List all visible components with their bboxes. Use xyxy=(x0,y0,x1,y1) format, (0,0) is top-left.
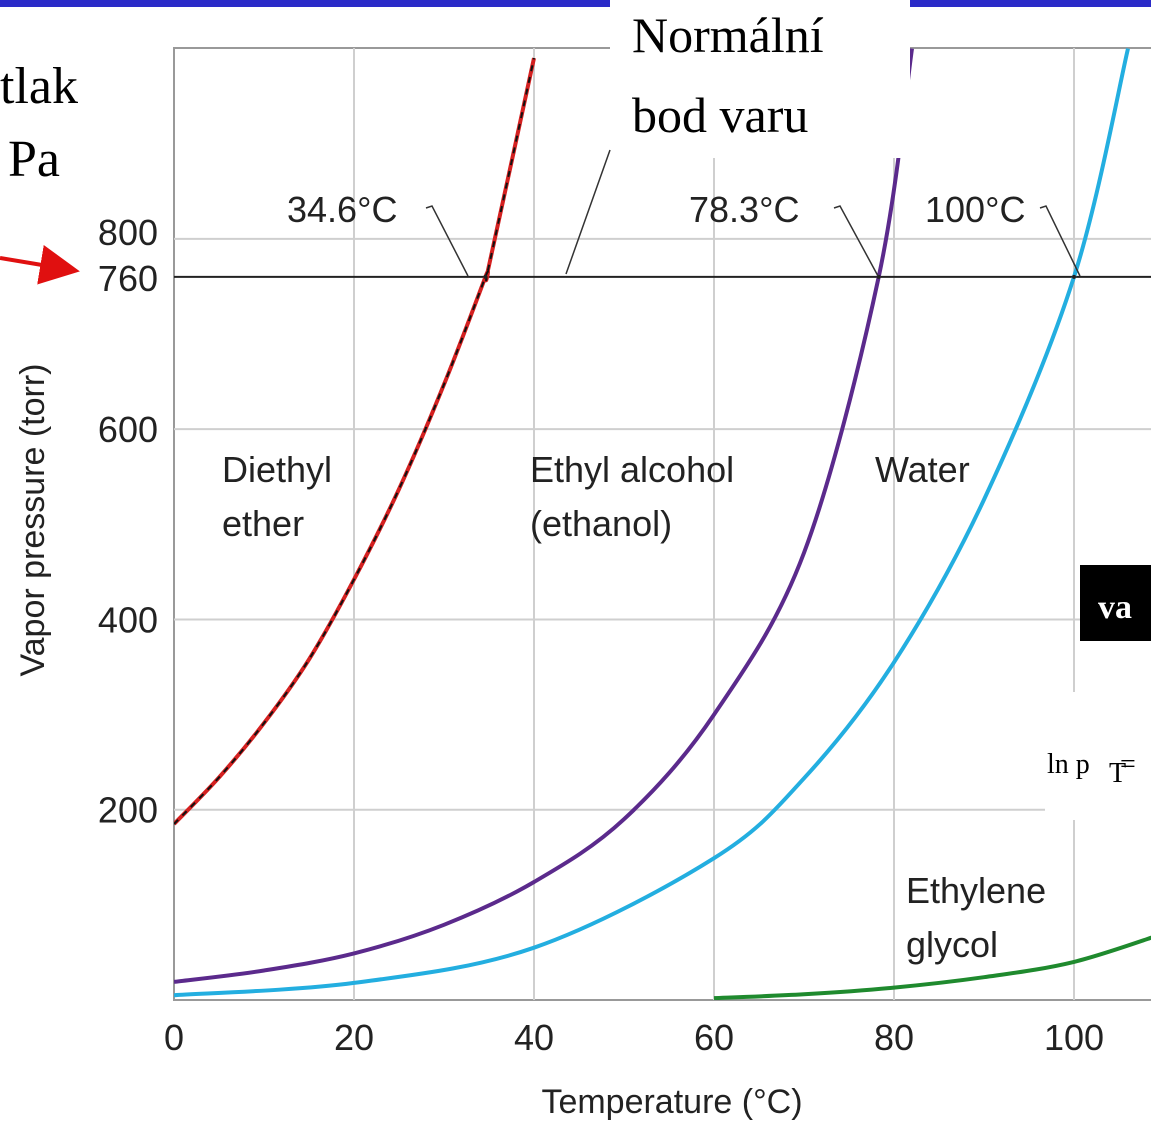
svg-text:Normální: Normální xyxy=(632,7,824,63)
series-layer xyxy=(174,48,1151,1000)
normal-boiling-point-box: Normální bod varu xyxy=(565,0,910,275)
boiling-point-callout-water: 100°C xyxy=(925,189,1081,277)
equation-panel: ln p T = xyxy=(1045,692,1151,820)
svg-text:34.6°C: 34.6°C xyxy=(287,189,397,230)
svg-text:78.3°C: 78.3°C xyxy=(689,189,799,230)
series-label-ethylene-glycol: Ethylene glycol xyxy=(906,870,1046,965)
x-axis-title: Temperature (°C) xyxy=(541,1083,802,1121)
svg-text:ether: ether xyxy=(222,503,304,544)
y-tick-label-200: 200 xyxy=(98,790,158,831)
y-tick-labels: 200 400 600 760 800 xyxy=(98,212,158,831)
boiling-point-callout-ether: 34.6°C xyxy=(287,189,469,277)
grid-layer xyxy=(174,48,1151,1000)
series-label-water: Water xyxy=(875,449,970,490)
svg-text:Diethyl: Diethyl xyxy=(222,449,332,490)
x-tick-labels: 0 20 40 60 80 100 xyxy=(164,1017,1104,1058)
series-label-ethyl-alcohol: Ethyl alcohol (ethanol) xyxy=(530,449,734,544)
svg-text:bod varu: bod varu xyxy=(632,87,808,143)
y-tick-label-760: 760 xyxy=(98,258,158,299)
svg-text:Ethylene: Ethylene xyxy=(906,870,1046,911)
svg-text:Ethyl alcohol: Ethyl alcohol xyxy=(530,449,734,490)
x-tick-label-40: 40 xyxy=(514,1017,554,1058)
svg-text:(ethanol): (ethanol) xyxy=(530,503,672,544)
slide-top-rule xyxy=(0,0,1151,7)
side-label-box: va xyxy=(1080,565,1151,641)
svg-text:T: T xyxy=(1109,758,1126,789)
pressure-arrow xyxy=(0,245,80,285)
series-line-diethyl-ether-dashed xyxy=(174,57,535,825)
y-tick-label-600: 600 xyxy=(98,409,158,450)
y-axis-title: Vapor pressure (torr) xyxy=(14,363,52,676)
svg-text:Pa: Pa xyxy=(8,131,60,188)
x-tick-label-20: 20 xyxy=(334,1017,374,1058)
plot-area xyxy=(173,47,1151,1001)
y-tick-label-800: 800 xyxy=(98,212,158,253)
x-tick-label-80: 80 xyxy=(874,1017,914,1058)
svg-text:100°C: 100°C xyxy=(925,189,1025,230)
svg-text:ln p: ln p xyxy=(1047,749,1090,780)
svg-text:tlak: tlak xyxy=(0,58,78,115)
x-tick-label-100: 100 xyxy=(1044,1017,1104,1058)
y-tick-label-400: 400 xyxy=(98,599,158,640)
series-line-ethyl-alcohol xyxy=(174,48,914,984)
svg-text:=: = xyxy=(1120,749,1136,780)
series-line-water xyxy=(174,48,1130,998)
svg-text:glycol: glycol xyxy=(906,924,998,965)
left-annotation: tlak Pa xyxy=(0,58,80,285)
x-tick-label-60: 60 xyxy=(694,1017,734,1058)
series-label-diethyl-ether: Diethyl ether xyxy=(222,449,332,544)
svg-text:va: va xyxy=(1098,589,1132,626)
x-tick-label-0: 0 xyxy=(164,1017,184,1058)
boiling-point-water xyxy=(1072,274,1076,279)
series-line-ethylene-glycol xyxy=(713,935,1151,1000)
boiling-point-diethyl-ether xyxy=(483,274,488,279)
boiling-point-callout-ethanol: 78.3°C xyxy=(689,189,879,277)
svg-text:Water: Water xyxy=(875,449,970,490)
